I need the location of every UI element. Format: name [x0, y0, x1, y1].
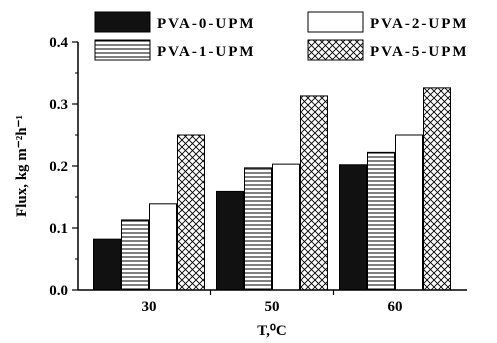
y-tick-label: 0.4 — [49, 35, 68, 51]
bar-pva-0-upm-30 — [93, 238, 121, 291]
legend-swatch-pva-1-upm — [94, 39, 151, 61]
bars-layer — [93, 87, 451, 291]
legend: PVA-0-UPM PVA-1-UPM PVA-2-UPM PVA-5-UPM — [94, 11, 469, 61]
axes-layer: 0.0 0.1 0.2 0.3 0.4 30 50 60 — [49, 35, 467, 315]
y-tick-label: 0.2 — [49, 159, 68, 175]
bar-pva-5-upm-60 — [423, 87, 451, 291]
legend-label-pva-0-upm: PVA-0-UPM — [157, 16, 256, 32]
legend-swatch-pva-2-upm — [307, 11, 364, 33]
y-axis-title: Flux, kg m⁻²h⁻¹ — [14, 115, 30, 217]
y-tick-label: 0.3 — [49, 97, 68, 113]
bar-pva-2-upm-30 — [149, 203, 177, 291]
bar-pva-1-upm-30 — [121, 219, 149, 291]
bar-pva-5-upm-50 — [300, 95, 328, 291]
y-tick-label: 0.1 — [49, 221, 68, 237]
bar-pva-0-upm-50 — [216, 190, 244, 291]
bar-pva-2-upm-50 — [272, 163, 300, 291]
x-axis-title: T,⁰C — [257, 323, 287, 339]
bar-pva-2-upm-60 — [395, 134, 423, 291]
x-tick-label: 30 — [142, 299, 157, 315]
legend-label-pva-5-upm: PVA-5-UPM — [370, 44, 469, 60]
y-tick-label: 0.0 — [49, 283, 68, 299]
bar-pva-5-upm-30 — [177, 134, 205, 291]
legend-label-pva-1-upm: PVA-1-UPM — [157, 44, 256, 60]
legend-swatch-pva-5-upm — [307, 39, 364, 61]
legend-swatch-pva-0-upm — [94, 11, 151, 33]
legend-label-pva-2-upm: PVA-2-UPM — [370, 16, 469, 32]
bar-pva-0-upm-60 — [339, 164, 367, 291]
x-tick-label: 60 — [388, 299, 403, 315]
bar-pva-1-upm-60 — [367, 151, 395, 291]
x-tick-label: 50 — [265, 299, 280, 315]
bar-pva-1-upm-50 — [244, 167, 272, 291]
